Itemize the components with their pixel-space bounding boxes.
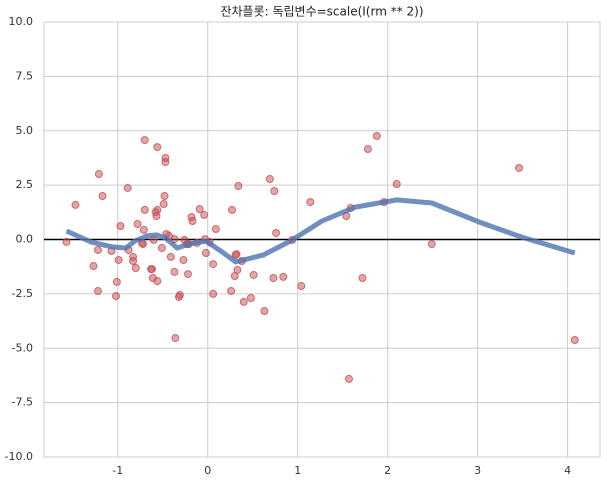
residual-point xyxy=(228,205,237,214)
residual-point xyxy=(188,217,197,226)
residual-point xyxy=(265,175,274,184)
residual-point xyxy=(138,240,147,249)
y-tick-label: 2.5 xyxy=(16,178,34,191)
lowess-line xyxy=(65,197,576,265)
residual-point xyxy=(260,307,269,316)
residual-point xyxy=(140,205,149,214)
residual-point xyxy=(195,205,204,214)
x-tick-label: 3 xyxy=(474,464,481,477)
residual-point xyxy=(147,265,156,274)
residual-point xyxy=(175,290,184,299)
residual-point xyxy=(232,250,241,259)
y-tick-label: 10.0 xyxy=(9,15,34,28)
x-tick-label: 0 xyxy=(204,464,211,477)
residual-point xyxy=(112,277,121,286)
residual-point xyxy=(139,225,148,234)
y-tick-label: -7.5 xyxy=(12,396,33,409)
residual-point xyxy=(270,186,279,195)
residual-point xyxy=(427,240,436,249)
residual-point xyxy=(200,210,209,219)
residual-point xyxy=(157,243,166,252)
residual-point xyxy=(392,180,401,189)
x-tick-label: 4 xyxy=(564,464,571,477)
residual-point xyxy=(153,143,162,152)
y-tick-label: -2.5 xyxy=(12,287,33,300)
residual-point xyxy=(201,248,210,257)
residual-point xyxy=(71,200,80,209)
residual-point xyxy=(116,222,125,231)
residual-point xyxy=(94,170,103,179)
residual-point xyxy=(515,163,524,172)
y-tick-label: 0.0 xyxy=(16,233,34,246)
residual-point xyxy=(114,255,123,264)
residual-point xyxy=(166,252,175,261)
residual-point xyxy=(209,289,218,298)
residual-point xyxy=(269,273,278,282)
residual-point xyxy=(159,200,168,209)
residual-point xyxy=(170,267,179,276)
residual-point xyxy=(249,270,258,279)
residual-point xyxy=(89,262,98,271)
residual-point xyxy=(344,374,353,383)
x-tick-label: 2 xyxy=(384,464,391,477)
residual-point xyxy=(227,287,236,296)
residual-point xyxy=(233,265,242,274)
residual-point xyxy=(171,334,180,343)
residual-point xyxy=(129,257,138,266)
residual-point xyxy=(246,294,255,303)
residual-point xyxy=(183,270,192,279)
y-tick-label: -10.0 xyxy=(5,450,33,463)
residual-point xyxy=(93,287,102,296)
residual-point xyxy=(160,192,169,200)
residual-point xyxy=(179,255,188,264)
residual-point xyxy=(161,158,170,167)
residual-point xyxy=(209,260,218,269)
residual-point xyxy=(153,205,162,214)
residual-point xyxy=(297,282,306,291)
residual-point xyxy=(211,225,220,234)
residual-point xyxy=(234,181,243,190)
y-tick-label: 5.0 xyxy=(16,124,34,137)
x-tick-label: 1 xyxy=(294,464,301,477)
residual-point xyxy=(358,273,367,282)
residual-point xyxy=(372,131,381,140)
residual-point xyxy=(239,297,248,306)
residual-point xyxy=(133,220,142,229)
residual-point xyxy=(306,198,315,207)
residual-point xyxy=(123,183,132,192)
residual-point xyxy=(93,245,102,254)
residual-point xyxy=(272,228,281,237)
residual-point xyxy=(279,272,288,281)
x-tick-label: -1 xyxy=(112,464,123,477)
y-tick-label: 7.5 xyxy=(16,69,34,82)
residual-point xyxy=(363,145,372,154)
residual-point xyxy=(140,136,149,145)
residual-point xyxy=(111,292,120,301)
residual-point xyxy=(570,335,579,344)
chart-title: 잔차플롯: 독립변수=scale(I(rm ** 2)) xyxy=(220,5,423,19)
y-tick-label: -5.0 xyxy=(12,341,33,354)
residual-point xyxy=(98,192,107,200)
residual-point xyxy=(62,237,71,246)
residual-point xyxy=(153,277,162,286)
residual-point xyxy=(131,263,140,272)
